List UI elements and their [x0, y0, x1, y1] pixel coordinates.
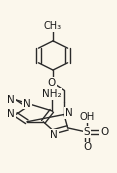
Text: NH₂: NH₂ — [42, 89, 62, 99]
Text: N: N — [7, 95, 15, 105]
Text: S: S — [84, 127, 90, 137]
Text: O: O — [47, 78, 56, 88]
Text: N: N — [65, 108, 73, 118]
Text: OH: OH — [79, 112, 95, 122]
Text: N: N — [7, 110, 15, 120]
Text: N: N — [7, 95, 15, 105]
Text: N: N — [23, 99, 31, 108]
Text: O: O — [100, 127, 108, 137]
Text: O: O — [83, 142, 91, 152]
Text: N: N — [51, 130, 58, 140]
Text: CH₃: CH₃ — [44, 21, 62, 31]
